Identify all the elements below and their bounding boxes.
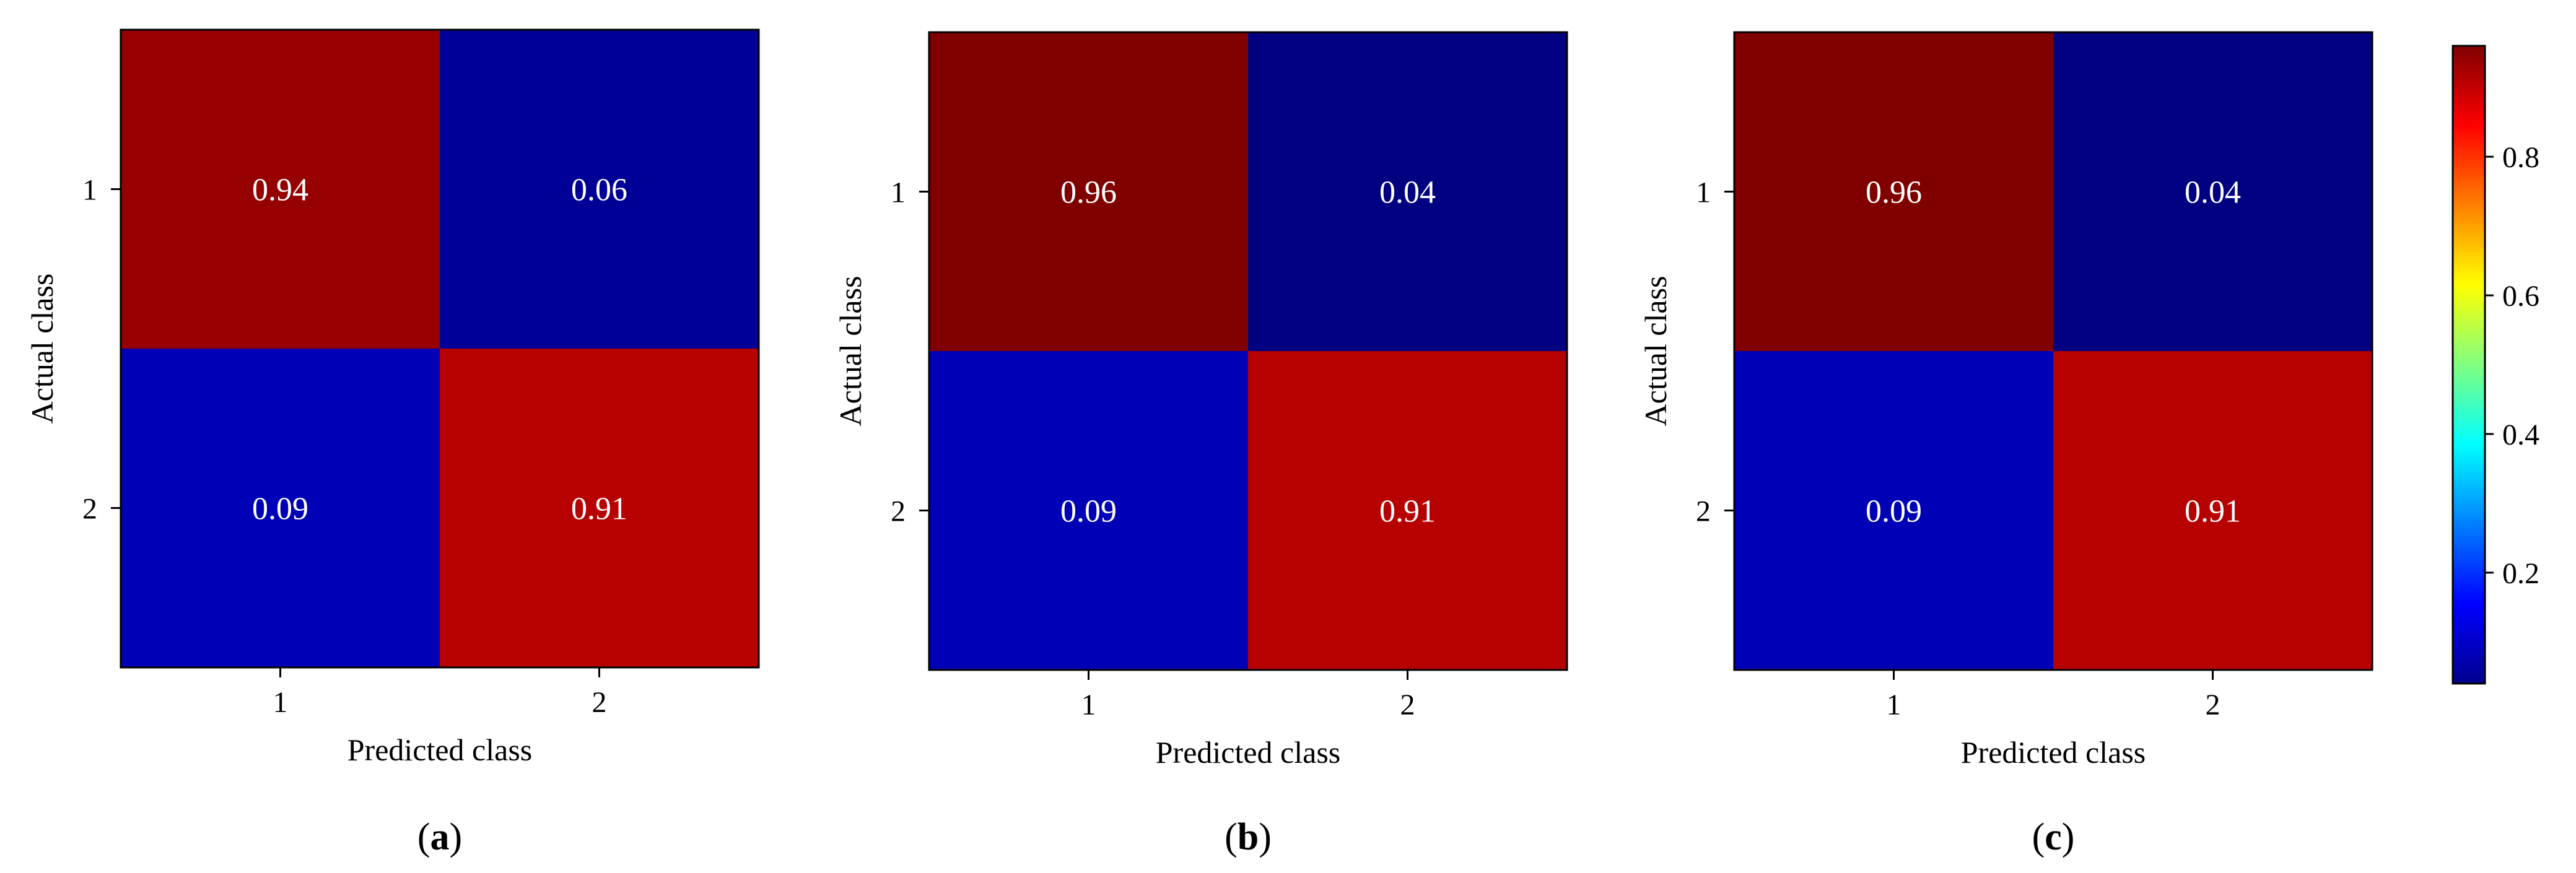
x-tick-label: 1 — [273, 686, 288, 719]
heatmap-cell — [1734, 32, 2053, 351]
colorbar: 0.2 0.4 0.6 0.8 — [2452, 45, 2539, 685]
panel-label: (c) — [2032, 816, 2075, 858]
x-tick-label: 2 — [592, 686, 607, 719]
heatmap-cell — [2053, 32, 2372, 351]
y-tick-label: 2 — [82, 493, 97, 526]
y-tick-label: 1 — [891, 176, 906, 209]
cell-value-label: 0.09 — [1866, 494, 1922, 529]
heatmap-cell — [1734, 351, 2053, 670]
colorbar-tick-label: 0.4 — [2502, 419, 2539, 451]
y-tick-label: 1 — [1696, 176, 1711, 209]
x-axis-label: Predicted class — [1961, 735, 2146, 770]
cell-value-label: 0.91 — [2185, 494, 2241, 529]
x-tick-label: 1 — [1887, 688, 1901, 721]
colorbar-gradient — [2453, 46, 2485, 684]
cell-value-label: 0.96 — [1060, 175, 1117, 211]
cell-value-label: 0.04 — [2185, 175, 2241, 211]
cell-value-label: 0.96 — [1866, 175, 1922, 211]
x-tick-label: 2 — [2206, 688, 2220, 721]
heatmap-cell — [121, 30, 440, 349]
y-axis-label: Actual class — [1638, 276, 1673, 427]
heatmap-cell — [1248, 351, 1567, 670]
heatmap-cell — [929, 351, 1248, 670]
y-tick-label: 1 — [82, 174, 97, 207]
heatmap-cell — [121, 349, 440, 667]
x-tick-label: 1 — [1081, 688, 1096, 721]
y-axis-label: Actual class — [25, 274, 59, 424]
heatmap-cell — [440, 30, 759, 349]
y-tick-label: 2 — [891, 495, 906, 528]
cell-value-label: 0.06 — [571, 173, 627, 208]
heatmap-cell — [1248, 32, 1567, 351]
cell-value-label: 0.91 — [571, 492, 627, 527]
cell-value-label: 0.09 — [252, 492, 308, 527]
panel-label: (b) — [1225, 816, 1272, 858]
colorbar-tick-label: 0.8 — [2502, 141, 2539, 174]
colorbar-tick-label: 0.6 — [2502, 280, 2539, 313]
colorbar-frame — [2452, 45, 2486, 685]
plot-frame — [120, 28, 760, 669]
confusion-matrix-panel: 0.94 0.06 0.09 0.91 1 2 1 2 Predicted class Actua… — [25, 28, 760, 858]
confusion-matrix-panel: 0.96 0.04 0.09 0.91 1 2 1 2 Predicted class Actua… — [833, 31, 1568, 858]
heatmap-cell — [2053, 351, 2372, 670]
panels-group: 0.94 0.06 0.09 0.91 1 2 1 2 Predicted class Actua… — [25, 28, 2373, 858]
panel-label: (a) — [417, 816, 462, 858]
y-tick-label: 2 — [1696, 495, 1711, 528]
cell-value-label: 0.91 — [1379, 494, 1436, 529]
confusion-matrix-panel: 0.96 0.04 0.09 0.91 1 2 1 2 Predicted class Actua… — [1638, 31, 2373, 858]
colorbar-tick-label: 0.2 — [2502, 557, 2539, 590]
plot-frame — [1733, 31, 2373, 671]
x-axis-label: Predicted class — [1156, 735, 1341, 770]
cell-value-label: 0.04 — [1379, 175, 1436, 211]
y-axis-label: Actual class — [833, 276, 868, 427]
plot-frame — [928, 31, 1568, 671]
heatmap-cell — [440, 349, 759, 667]
cell-value-label: 0.94 — [252, 173, 308, 208]
x-tick-label: 2 — [1400, 688, 1415, 721]
heatmap-cell — [929, 32, 1248, 351]
x-axis-label: Predicted class — [347, 732, 533, 767]
cell-value-label: 0.09 — [1060, 494, 1117, 529]
